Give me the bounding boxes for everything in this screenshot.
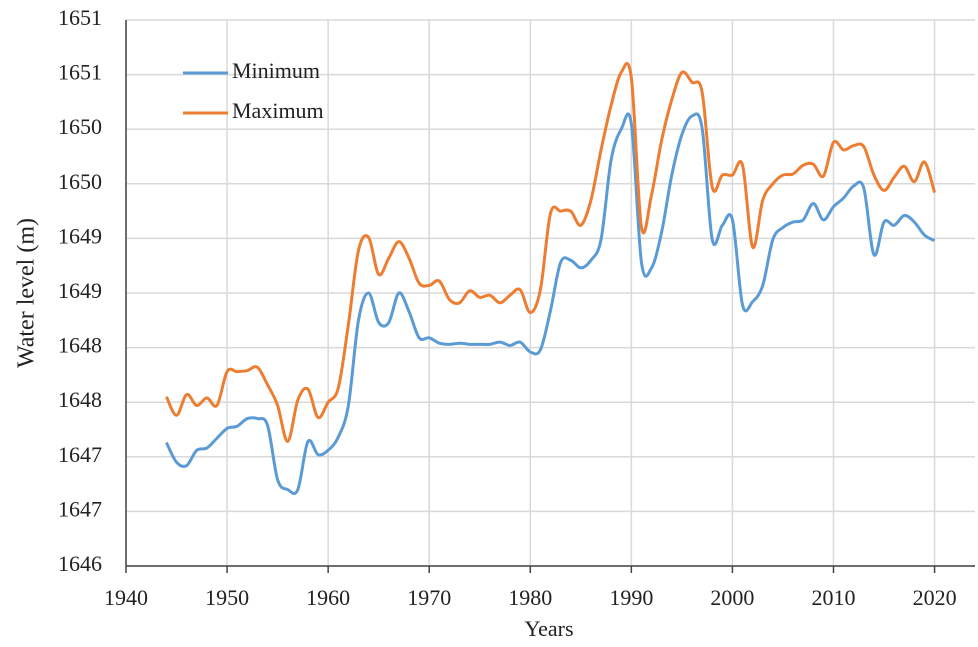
x-axis-label: Years bbox=[524, 616, 573, 641]
y-tick-label: 1647 bbox=[58, 496, 102, 521]
x-tick-label: 2020 bbox=[913, 585, 957, 610]
x-tick-label: 2000 bbox=[710, 585, 754, 610]
x-tick-label: 1960 bbox=[306, 585, 350, 610]
x-tick-label: 1950 bbox=[205, 585, 249, 610]
y-tick-label: 1651 bbox=[58, 60, 102, 85]
y-tick-label: 1648 bbox=[58, 333, 102, 358]
y-tick-label: 1647 bbox=[58, 442, 102, 467]
y-tick-label: 1648 bbox=[58, 387, 102, 412]
y-tick-label: 1650 bbox=[58, 114, 102, 139]
y-tick-label: 1649 bbox=[58, 223, 102, 248]
y-axis-label: Water level (m) bbox=[14, 218, 40, 368]
line-series bbox=[165, 62, 937, 444]
y-tick-label: 1649 bbox=[58, 278, 102, 303]
legend-label: Maximum bbox=[232, 98, 324, 123]
y-tick-label: 1650 bbox=[58, 169, 102, 194]
x-tick-label: 2010 bbox=[812, 585, 856, 610]
x-tick-label: 1980 bbox=[508, 585, 552, 610]
legend-label: Minimum bbox=[232, 58, 320, 83]
x-tick-label: 1970 bbox=[407, 585, 451, 610]
y-tick-label: 1646 bbox=[58, 551, 102, 576]
y-tick-label: 1651 bbox=[58, 5, 102, 30]
x-tick-label: 1940 bbox=[104, 585, 148, 610]
x-tick-label: 1990 bbox=[609, 585, 653, 610]
line-series bbox=[165, 112, 936, 495]
